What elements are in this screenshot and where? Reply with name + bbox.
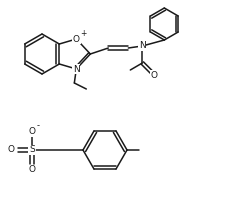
Text: O: O [73, 35, 80, 43]
Text: O: O [7, 145, 15, 155]
Text: S: S [29, 145, 35, 155]
Text: N: N [139, 41, 146, 50]
Text: O: O [28, 127, 36, 137]
Text: O: O [151, 70, 158, 80]
Text: -: - [37, 121, 40, 130]
Text: O: O [28, 165, 36, 175]
Text: +: + [80, 29, 86, 39]
Text: N: N [73, 64, 80, 74]
